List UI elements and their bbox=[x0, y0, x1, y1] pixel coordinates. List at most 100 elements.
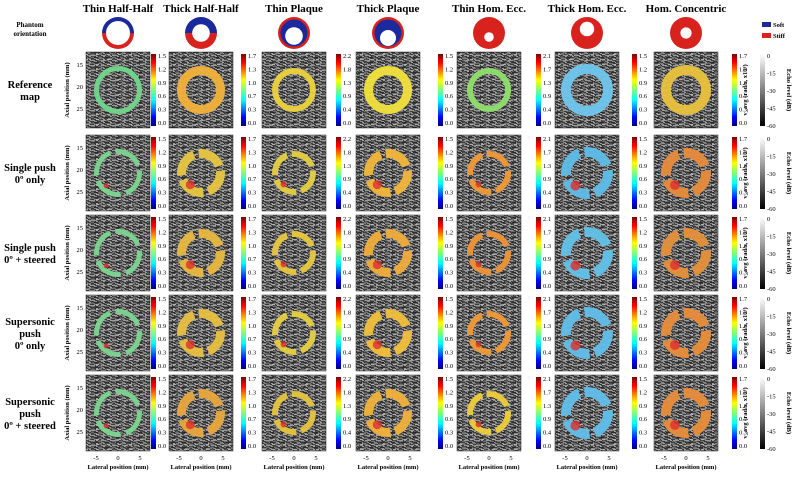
colorbar-tick: 1.3 bbox=[739, 229, 747, 236]
colorbar-tick: 0.6 bbox=[445, 336, 454, 343]
elasticity-ring bbox=[177, 229, 225, 277]
colorbar-tick: 1.2 bbox=[445, 229, 453, 236]
colorbar-tick: 0.3 bbox=[445, 190, 453, 197]
colorbar-tick: 1.5 bbox=[639, 216, 647, 223]
panel-r4-c6: 1.7 1.3 1.0 0.7 0.3 0.0 bbox=[653, 374, 748, 452]
colorbar-tick: 1.7 bbox=[543, 66, 552, 73]
colorbar-tick: 1.5 bbox=[158, 136, 166, 143]
phantom-icon-0 bbox=[102, 17, 134, 49]
y-axis-label-2: Axial position (mm) bbox=[64, 225, 71, 280]
colorbar-tick: 1.2 bbox=[639, 66, 647, 73]
colorbar-tick: 1.2 bbox=[639, 229, 647, 236]
colorbar-tick: 0.6 bbox=[639, 176, 648, 183]
colorbar-tick: 0.9 bbox=[639, 163, 647, 170]
phantom-lumen bbox=[380, 30, 396, 46]
colorbar bbox=[151, 377, 156, 449]
colorbar-tick: 0.3 bbox=[739, 190, 747, 197]
row-title-3-line-1: push bbox=[19, 329, 41, 340]
colorbar-tick: 1.0 bbox=[739, 243, 747, 250]
elasticity-ring bbox=[177, 149, 225, 197]
colorbar-tick: 1.2 bbox=[639, 149, 647, 156]
stiff-spot bbox=[185, 180, 195, 190]
colorbar-tick: 0.0 bbox=[639, 443, 647, 450]
colorbar-tick: 1.5 bbox=[639, 53, 647, 60]
colorbar-tick: 0.0 bbox=[639, 120, 647, 127]
y-tick: 15 bbox=[77, 145, 84, 152]
column-title-2: Thin Plaque bbox=[265, 3, 323, 15]
colorbar bbox=[632, 54, 637, 126]
panel-r1-c3: 1.5 1.2 0.9 0.6 0.3 0.0 bbox=[355, 134, 454, 212]
colorbar bbox=[336, 297, 341, 369]
colorbar bbox=[438, 137, 443, 209]
colorbar-tick: 0.0 bbox=[445, 283, 453, 290]
stiff-spot bbox=[670, 420, 680, 430]
elasticity-ring bbox=[177, 309, 225, 357]
x-tick: 5 bbox=[509, 455, 512, 462]
colorbar-tick: 1.3 bbox=[343, 243, 351, 250]
colorbar-tick: 0.4 bbox=[543, 270, 552, 277]
colorbar-tick: 0.3 bbox=[445, 107, 453, 114]
colorbar bbox=[336, 217, 341, 289]
colorbar-tick: 0.0 bbox=[639, 283, 647, 290]
row-title-3-line-0: Supersonic bbox=[5, 317, 55, 328]
colorbar-tick: 1.5 bbox=[158, 376, 166, 383]
b-mode-speckle bbox=[457, 52, 521, 128]
phantom-orientation-label-line1: Phantom bbox=[16, 21, 43, 29]
image-panels: Axial position (mm) 15 20 25 1.5 1.2 0.9 0.6 0.3… bbox=[64, 51, 792, 453]
colorbar-tick: 1.2 bbox=[158, 389, 166, 396]
panel-r2-c4: 2.1 1.7 1.3 0.9 0.4 0.0 bbox=[456, 214, 552, 292]
stiff-spot bbox=[280, 181, 287, 188]
colorbar-tick: 0.9 bbox=[543, 416, 551, 423]
colorbar-tick: 1.2 bbox=[158, 229, 166, 236]
b-mode-speckle bbox=[262, 215, 326, 291]
colorbar-tick: 1.2 bbox=[158, 309, 166, 316]
column-titles: Thin Half-Half Thick Half-Half Thin Plaque… bbox=[83, 3, 727, 15]
stiff-spot bbox=[280, 261, 287, 268]
colorbar-tick: 2.2 bbox=[343, 53, 351, 60]
panel-frame bbox=[554, 134, 620, 212]
x-tick: 5 bbox=[408, 455, 411, 462]
colorbar bbox=[151, 137, 156, 209]
stiff-spot bbox=[372, 180, 382, 190]
colorbar-tick: 0.3 bbox=[445, 350, 453, 357]
elasticity-ring bbox=[467, 151, 511, 195]
colorbar-tick: 0.4 bbox=[543, 190, 552, 197]
colorbar-tick: 1.7 bbox=[248, 136, 257, 143]
colorbar-tick: 0.9 bbox=[158, 403, 166, 410]
elasticity-ring bbox=[661, 388, 711, 438]
colorbar-tick: 0.9 bbox=[639, 403, 647, 410]
colorbar-tick: 0.0 bbox=[445, 120, 453, 127]
colorbar-tick: 1.7 bbox=[248, 216, 257, 223]
panel-frame bbox=[168, 374, 234, 452]
echo-level-bar-1 bbox=[760, 137, 765, 209]
panel-r1-c1: 1.7 1.3 1.0 0.7 0.3 0.0 bbox=[168, 134, 257, 212]
echo-tick: -30 bbox=[767, 88, 776, 95]
colorbar-tick: 0.0 bbox=[248, 203, 256, 210]
colorbar-tick: 0.3 bbox=[445, 430, 453, 437]
x-axis-label-6: Lateral position (mm) bbox=[655, 464, 716, 471]
phantom-lumen bbox=[680, 27, 692, 39]
colorbar-tick: 0.3 bbox=[158, 190, 166, 197]
panel-r1-c5: 1.5 1.2 0.9 0.6 0.3 0.0 bbox=[554, 134, 648, 212]
elasticity-ring bbox=[177, 389, 225, 437]
panel-r0-c2: 2.2 1.8 1.3 0.9 0.4 0.0 bbox=[261, 51, 352, 129]
colorbar-tick: 0.0 bbox=[248, 443, 256, 450]
colorbar-label-3: v_avg (rad/s, x10³) bbox=[742, 307, 749, 358]
echo-tick: -45 bbox=[767, 349, 776, 356]
elasticity-ring bbox=[661, 308, 711, 358]
colorbar-tick: 0.0 bbox=[158, 283, 166, 290]
colorbar-tick: 1.3 bbox=[248, 309, 256, 316]
colorbar-tick: 1.8 bbox=[343, 309, 351, 316]
panel-frame bbox=[653, 294, 719, 372]
panel-frame bbox=[168, 134, 234, 212]
colorbar-tick: 0.9 bbox=[343, 416, 351, 423]
colorbar-tick: 1.3 bbox=[248, 389, 256, 396]
echo-tick: -30 bbox=[767, 251, 776, 258]
colorbar-tick: 0.7 bbox=[248, 416, 257, 423]
stiff-spot bbox=[103, 423, 109, 429]
colorbar-tick: 0.6 bbox=[158, 416, 167, 423]
colorbar-tick: 1.7 bbox=[739, 216, 748, 223]
colorbar-tick: 0.4 bbox=[543, 430, 552, 437]
colorbar-tick: 0.4 bbox=[543, 350, 552, 357]
x-tick: 0 bbox=[386, 455, 389, 462]
